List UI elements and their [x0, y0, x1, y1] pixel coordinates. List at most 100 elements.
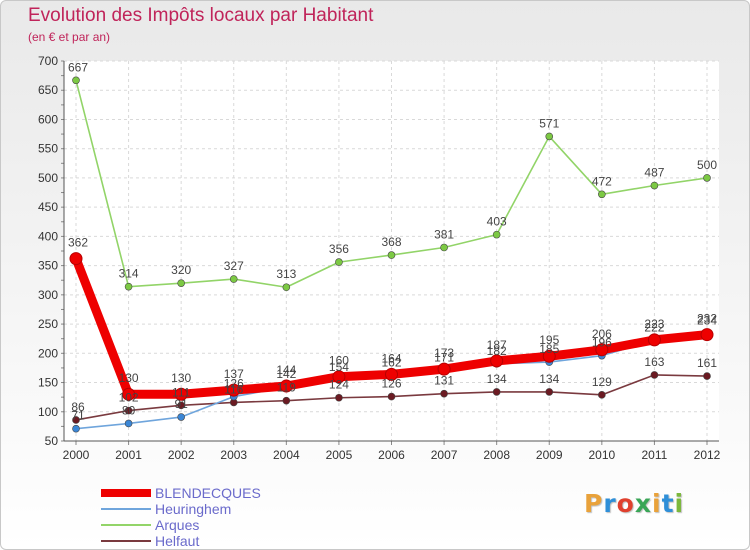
x-tick-label: 2011	[642, 448, 668, 462]
data-label-arques: 487	[644, 166, 664, 180]
y-tick-label: 100	[38, 405, 58, 419]
data-label-heuringhem: 182	[487, 344, 507, 358]
data-point-heuringhem	[177, 413, 185, 421]
data-label-helfaut: 163	[644, 355, 664, 369]
series-helfaut	[72, 371, 711, 424]
data-label-helfaut: 131	[434, 374, 454, 388]
data-label-helfaut: 86	[71, 400, 85, 414]
data-label-blendecques: 195	[539, 333, 559, 347]
data-label-helfaut: 134	[487, 372, 507, 386]
data-label-helfaut: 134	[539, 372, 559, 386]
data-point-arques	[703, 174, 711, 182]
data-label-blendecques: 232	[697, 312, 717, 326]
data-point-blendecques	[542, 349, 556, 363]
data-label-arques: 313	[276, 267, 296, 281]
data-point-helfaut	[335, 393, 343, 402]
data-label-heuringhem: 196	[592, 336, 612, 350]
data-label-heuringhem: 162	[381, 356, 401, 370]
data-label-helfaut: 124	[329, 378, 349, 392]
y-tick-label: 200	[38, 346, 58, 360]
data-point-heuringhem	[72, 424, 80, 433]
data-label-heuringhem: 154	[329, 360, 349, 374]
logo-letter: o	[616, 489, 635, 518]
x-tick-label: 2000	[63, 448, 90, 462]
data-point-blendecques	[700, 328, 714, 342]
data-point-blendecques	[122, 387, 136, 401]
data-point-blendecques	[385, 367, 398, 381]
y-tick-label: 550	[38, 142, 58, 156]
data-label-arques: 472	[592, 174, 612, 188]
x-tick-label: 2005	[326, 448, 353, 462]
x-tick-label: 2003	[220, 448, 247, 462]
data-point-arques	[598, 190, 606, 199]
data-label-arques: 356	[329, 242, 349, 256]
proxiti-logo: Proxiti	[584, 489, 684, 518]
data-label-helfaut: 111	[172, 385, 191, 399]
data-point-helfaut	[72, 416, 80, 424]
y-tick-label: 400	[38, 229, 58, 243]
data-label-arques: 667	[68, 60, 88, 74]
data-point-heuringhem	[124, 419, 133, 428]
data-label-blendecques: 173	[434, 346, 454, 360]
data-point-helfaut	[440, 389, 448, 398]
data-label-blendecques: 130	[119, 371, 139, 385]
x-tick-label: 2007	[431, 448, 458, 462]
logo-letter: P	[584, 489, 604, 518]
axes: 50 100 150 200 250 300 350 400 450 500 550 600 650 70…	[38, 54, 721, 462]
legend-swatch-heuringhem	[101, 501, 151, 517]
series-arques	[72, 76, 711, 292]
data-label-arques: 500	[697, 158, 717, 172]
legend-swatch-arques	[101, 517, 151, 533]
y-tick-label: 50	[45, 434, 59, 448]
data-label-arques: 571	[539, 116, 559, 130]
legend-swatch-blendecques	[101, 485, 151, 501]
data-label-heuringhem: 80	[122, 403, 136, 417]
x-tick-label: 2002	[168, 448, 195, 462]
data-point-helfaut	[387, 392, 396, 401]
y-tick-label: 650	[38, 83, 58, 97]
data-label-blendecques: 164	[381, 351, 401, 365]
y-tick-label: 350	[38, 259, 58, 273]
data-point-blendecques	[647, 333, 661, 347]
data-label-heuringhem: 171	[434, 350, 454, 364]
data-point-blendecques	[227, 383, 241, 397]
data-point-helfaut	[598, 391, 606, 399]
y-tick-label: 450	[38, 200, 58, 214]
data-point-blendecques	[69, 252, 83, 266]
data-label-blendecques: 362	[68, 236, 88, 250]
data-label-blendecques: 187	[487, 338, 507, 352]
data-label-helfaut: 129	[592, 375, 612, 389]
data-point-blendecques	[174, 387, 188, 401]
data-point-helfaut	[282, 396, 291, 405]
data-label-blendecques: 144	[276, 363, 296, 377]
data-label-blendecques: 223	[644, 317, 664, 331]
y-tick-label: 250	[38, 317, 58, 331]
data-label-arques: 327	[224, 259, 244, 273]
data-label-helfaut: 161	[697, 356, 717, 370]
data-point-arques	[545, 132, 554, 141]
data-label-helfaut: 119	[277, 381, 296, 395]
x-tick-label: 2009	[536, 448, 563, 462]
data-label-heuringhem: 234	[697, 313, 717, 327]
legend-label: Arques	[155, 517, 200, 533]
data-point-blendecques	[437, 362, 451, 376]
data-point-blendecques	[490, 354, 504, 368]
data-point-arques	[72, 76, 80, 85]
data-label-blendecques: 130	[171, 371, 191, 385]
logo-letter: r	[603, 489, 617, 518]
data-label-blendecques: 160	[329, 354, 349, 368]
data-point-arques	[650, 181, 659, 190]
logo-letter: t	[661, 489, 675, 518]
data-label-heuringhem: 71	[71, 409, 85, 423]
data-point-helfaut	[703, 372, 711, 380]
x-tick-label: 2010	[588, 448, 615, 462]
data-label-arques: 314	[119, 267, 139, 281]
legend-label: BLENDECQUES	[155, 485, 261, 501]
legend-label: Heuringhem	[155, 501, 232, 517]
logo-letter: x	[634, 489, 652, 518]
series-blendecques	[69, 252, 714, 401]
logo-letter: i	[674, 489, 685, 518]
data-labels: 86 102 111 116 119 124 126 131 134 134 129 163 161 71…	[68, 60, 717, 422]
logo-letter: i	[652, 489, 662, 518]
